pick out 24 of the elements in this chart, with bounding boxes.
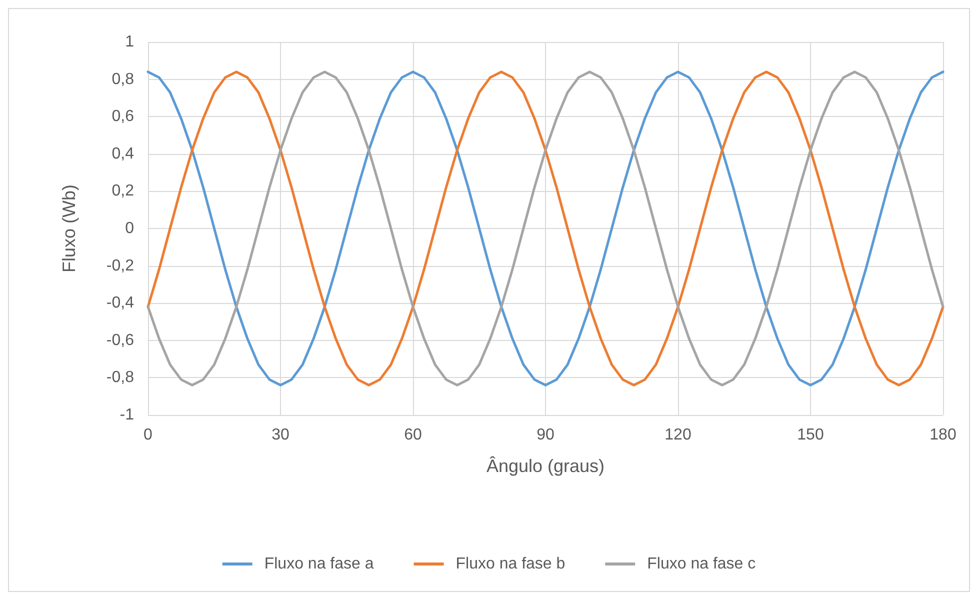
y-tick-label: -0,8: [106, 369, 134, 386]
x-tick-label: 90: [536, 426, 554, 444]
y-tick-label: -0,6: [106, 332, 134, 349]
y-tick-label: 0,6: [112, 108, 134, 126]
x-tick-label: 0: [144, 426, 153, 444]
legend-label: Fluxo na fase c: [647, 556, 756, 572]
x-axis-title: Ângulo (graus): [486, 456, 605, 476]
legend-label: Fluxo na fase a: [264, 556, 374, 572]
x-tick-label: 180: [930, 426, 956, 444]
line-series: [146, 70, 944, 386]
y-axis-title: Fluxo (Wb): [59, 184, 79, 273]
x-tick-label: 60: [404, 426, 422, 444]
legend-label: Fluxo na fase b: [456, 556, 566, 572]
y-tick-label: 1: [125, 34, 134, 50]
y-tick-label: -0,4: [106, 294, 134, 312]
x-tick-label: 120: [664, 426, 692, 444]
y-tick-label: 0,8: [112, 70, 134, 88]
y-tick-label: -1: [120, 406, 134, 424]
x-tick-label: 30: [272, 426, 290, 444]
y-tick-label: -0,2: [106, 257, 134, 274]
y-tick-label: 0,4: [112, 145, 134, 162]
y-tick-label: 0: [125, 220, 134, 237]
y-tick-label: 0,2: [112, 182, 134, 200]
x-tick-label: 150: [797, 426, 824, 444]
